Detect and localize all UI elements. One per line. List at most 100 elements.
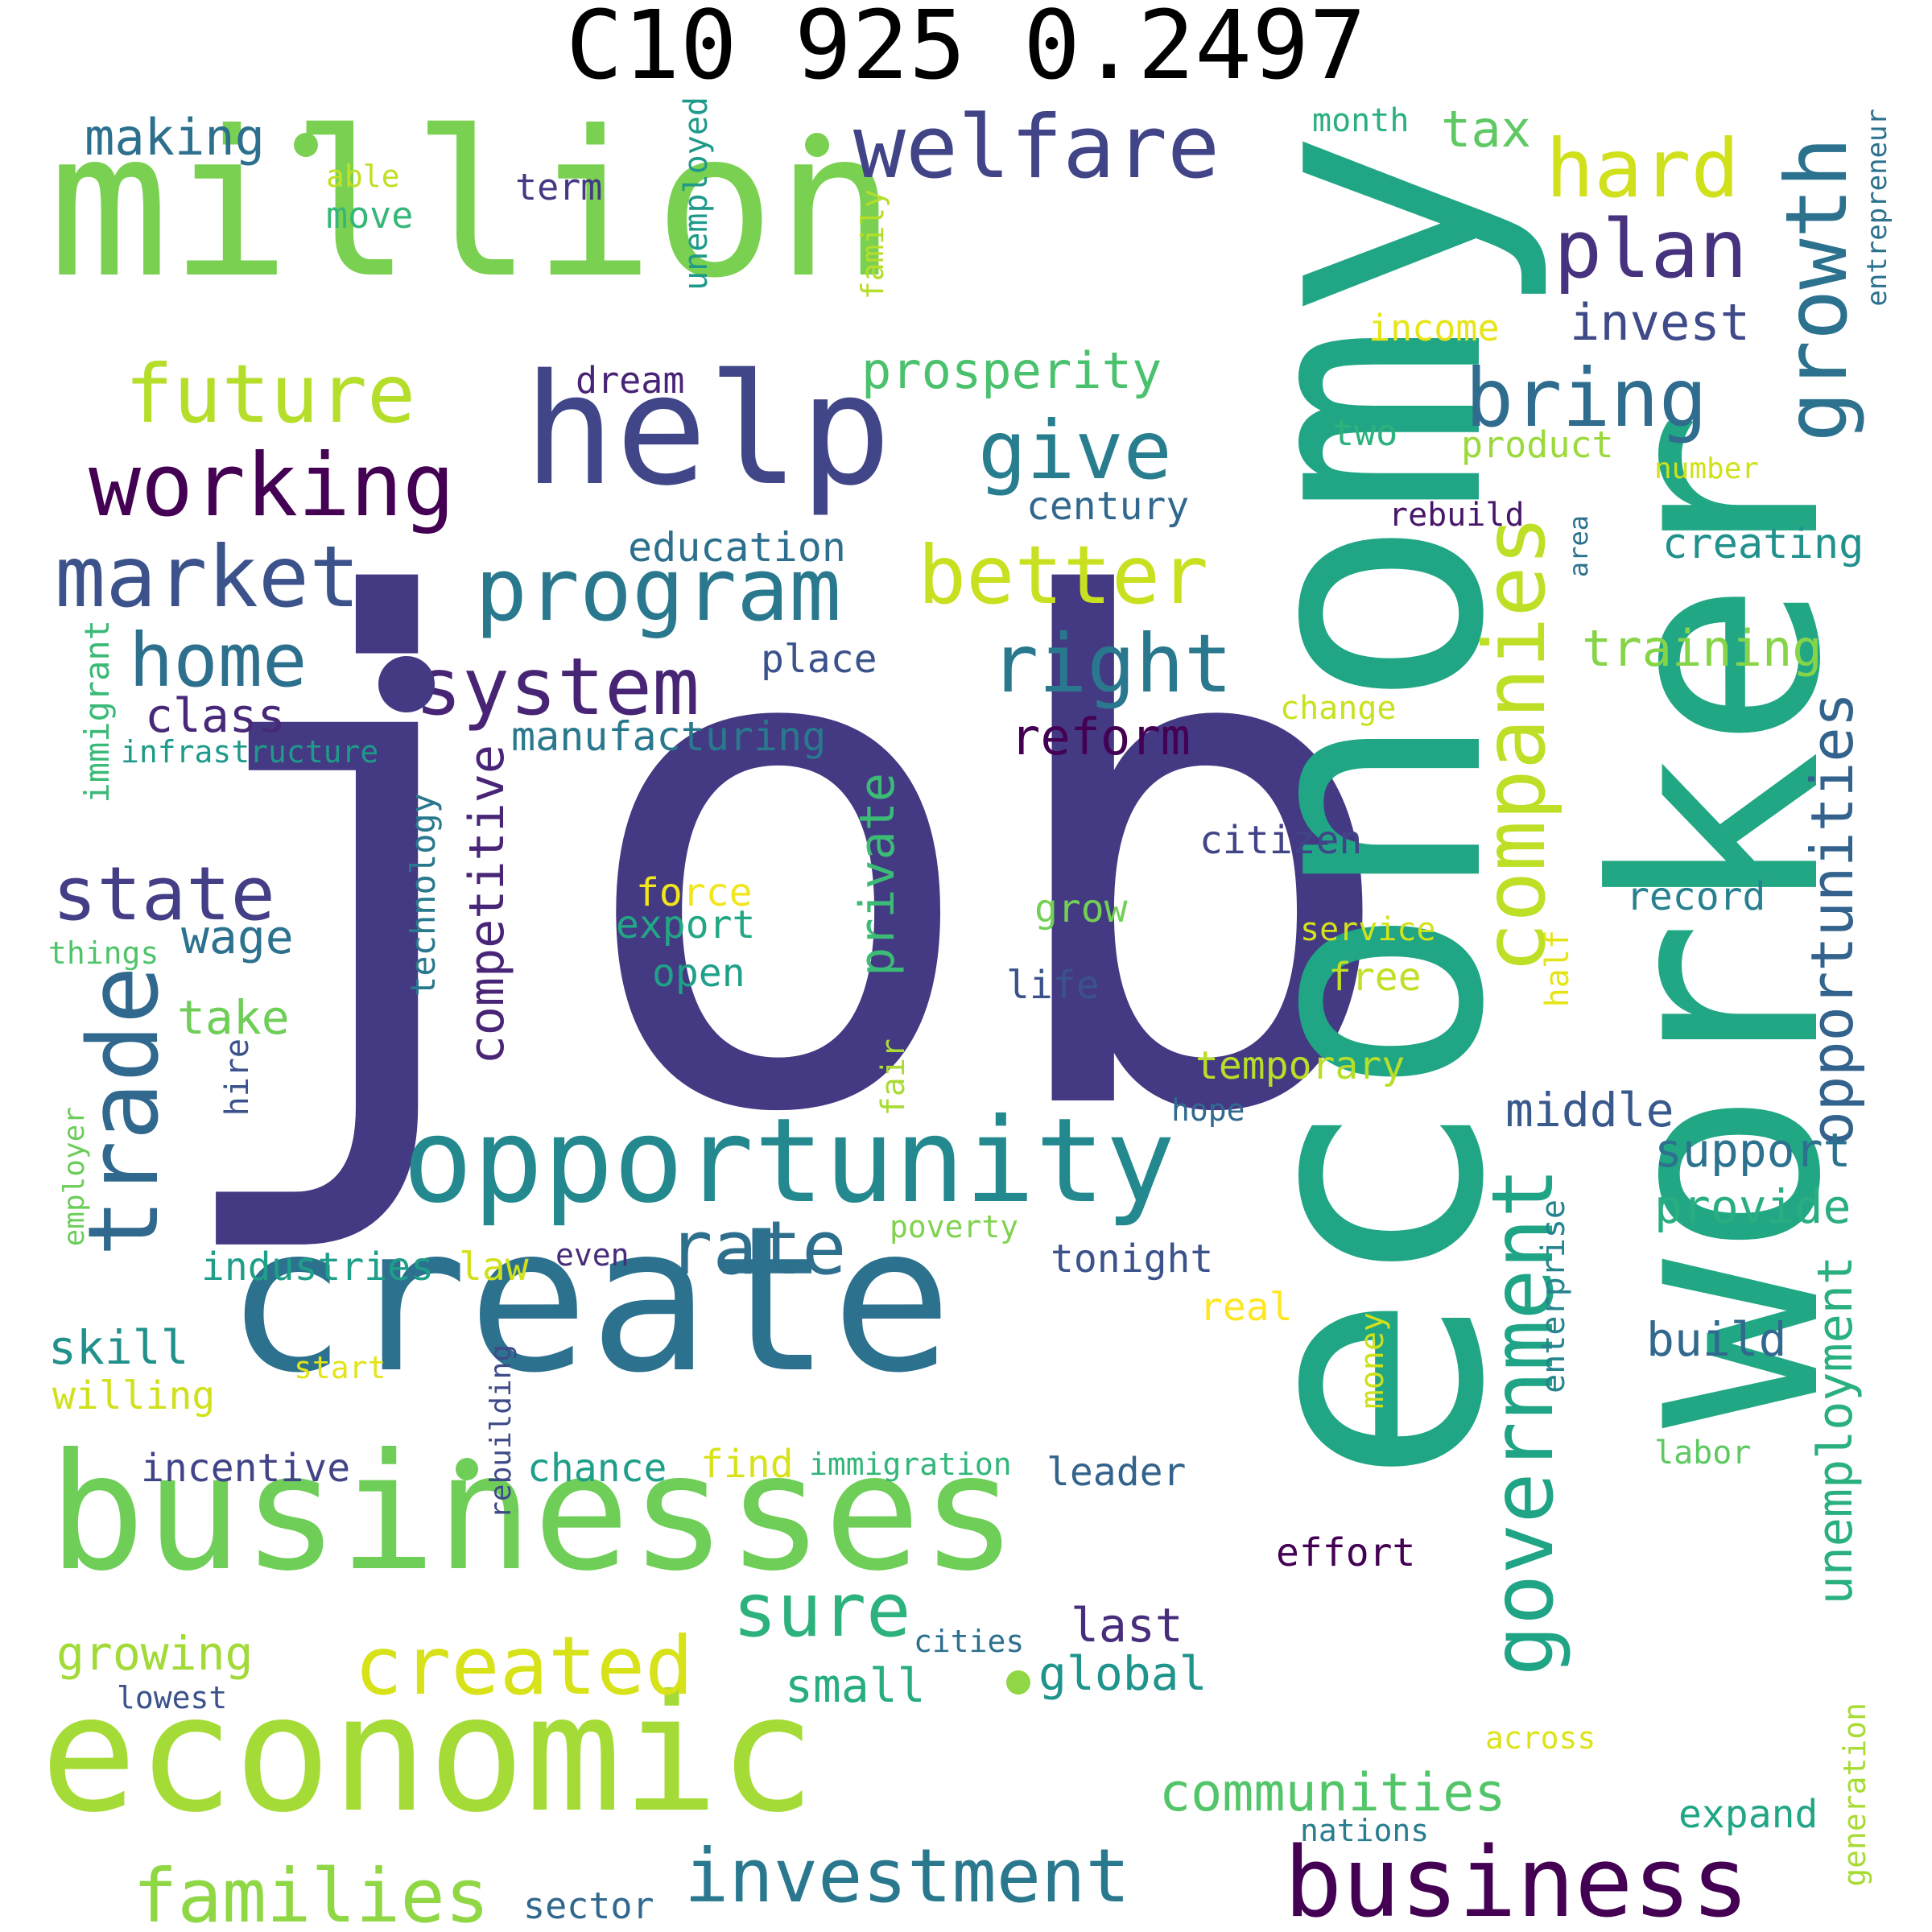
- cloud-word-technology: technology: [403, 793, 443, 997]
- cloud-word-rebuild: rebuild: [1389, 497, 1525, 534]
- cloud-word-free: free: [1328, 955, 1422, 1000]
- cloud-word-bring: bring: [1465, 351, 1708, 445]
- cloud-word-rate: rate: [668, 1205, 847, 1291]
- cloud-word-wage: wage: [181, 910, 294, 964]
- cloud-word-created: created: [354, 1619, 694, 1713]
- cloud-word-welfare: welfare: [853, 97, 1220, 198]
- cloud-word-last: last: [1071, 1598, 1183, 1653]
- cloud-word-century: century: [1026, 484, 1190, 529]
- cloud-word-communities: communities: [1159, 1763, 1506, 1823]
- cloud-word-industries: industries: [201, 1245, 434, 1290]
- cloud-word-program: program: [475, 540, 842, 641]
- cloud-word-money: money: [1354, 1312, 1391, 1410]
- cloud-word-hope: hope: [1171, 1092, 1245, 1128]
- cloud-word-immigrant: immigrant: [77, 620, 117, 803]
- cloud-word-competitive: competitive: [459, 745, 515, 1065]
- cloud-word-sure: sure: [733, 1567, 911, 1653]
- cloud-word-income: income: [1368, 307, 1500, 349]
- cloud-word-making: making: [85, 108, 265, 167]
- cloud-word-record: record: [1626, 874, 1766, 919]
- cloud-word-middle: middle: [1505, 1083, 1674, 1137]
- cloud-word-effort: effort: [1276, 1530, 1416, 1575]
- cloud-word-tonight: tonight: [1051, 1236, 1214, 1282]
- cloud-word-law: law: [459, 1245, 529, 1290]
- cloud-word-private: private: [849, 773, 906, 976]
- cloud-word-million: million: [48, 88, 897, 322]
- cloud-word-even: even: [555, 1237, 630, 1273]
- cloud-word-business: business: [1284, 1827, 1749, 1932]
- cloud-word-give: give: [978, 403, 1172, 497]
- cloud-word-enterprise: enterprise: [1535, 1199, 1572, 1393]
- cloud-word-unemployed: unemployed: [678, 97, 715, 291]
- cloud-word-labor: labor: [1654, 1435, 1752, 1472]
- cloud-word-number: number: [1654, 452, 1760, 485]
- cloud-word-fair: fair: [875, 1038, 912, 1117]
- cloud-word-employer: employer: [58, 1107, 91, 1247]
- cloud-word-small: small: [785, 1658, 926, 1713]
- cloud-word-across: across: [1485, 1720, 1596, 1756]
- cloud-word-poverty: poverty: [890, 1209, 1019, 1245]
- cloud-word-dream: dream: [576, 359, 685, 402]
- cloud-word-investment: investment: [684, 1833, 1130, 1919]
- cloud-word-immigration: immigration: [809, 1447, 1012, 1482]
- cloud-word-export: export: [616, 902, 756, 947]
- cloud-word-real: real: [1199, 1285, 1293, 1330]
- cloud-word-infrastructure: infrastructure: [121, 734, 379, 770]
- cloud-word-service: service: [1300, 911, 1436, 948]
- dot-mark: [456, 1458, 478, 1480]
- cloud-title: C10 925 0.2497: [565, 0, 1367, 101]
- cloud-word-better: better: [918, 528, 1209, 622]
- cloud-word-month: month: [1312, 102, 1410, 139]
- cloud-word-area: area: [1563, 515, 1594, 578]
- cloud-word-economic: economic: [40, 1661, 816, 1848]
- cloud-word-prosperity: prosperity: [861, 341, 1162, 400]
- cloud-word-create: create: [225, 1183, 953, 1417]
- dot-mark: [1006, 1670, 1030, 1695]
- cloud-word-temporary: temporary: [1195, 1043, 1406, 1088]
- cloud-word-term: term: [515, 166, 603, 208]
- cloud-word-hire: hire: [219, 1038, 256, 1117]
- cloud-word-skill: skill: [48, 1320, 189, 1375]
- cloud-word-hard: hard: [1546, 122, 1740, 216]
- cloud-word-leader: leader: [1046, 1450, 1187, 1495]
- cloud-word-family: family: [855, 189, 890, 300]
- cloud-word-market: market: [55, 528, 361, 626]
- cloud-word-life: life: [1006, 963, 1100, 1008]
- cloud-word-training: training: [1582, 619, 1823, 678]
- cloud-word-job: job: [153, 458, 1404, 1264]
- cloud-word-able: able: [326, 159, 400, 194]
- cloud-word-grow: grow: [1034, 886, 1128, 931]
- cloud-word-force: force: [636, 870, 753, 915]
- cloud-word-find: find: [700, 1442, 794, 1487]
- cloud-word-entrepreneur: entrepreneur: [1861, 109, 1893, 307]
- cloud-word-sector: sector: [523, 1885, 654, 1927]
- cloud-word-half: half: [1539, 930, 1576, 1008]
- cloud-word-future: future: [125, 347, 416, 441]
- cloud-word-expand: expand: [1678, 1792, 1818, 1837]
- cloud-word-opportunities: opportunities: [1798, 692, 1866, 1146]
- dot-mark: [805, 133, 829, 157]
- cloud-word-take: take: [177, 990, 290, 1045]
- dot-mark: [378, 656, 435, 712]
- cloud-word-help: help: [523, 341, 892, 519]
- cloud-word-product: product: [1461, 423, 1614, 466]
- cloud-word-generation: generation: [1837, 1703, 1872, 1887]
- dot-mark: [294, 133, 318, 157]
- cloud-word-place: place: [761, 637, 877, 682]
- cloud-word-tax: tax: [1441, 100, 1531, 159]
- cloud-word-businesses: businesses: [48, 1419, 1018, 1607]
- cloud-word-build: build: [1646, 1312, 1787, 1367]
- cloud-word-class: class: [145, 688, 286, 743]
- cloud-word-reform: reform: [1010, 708, 1191, 766]
- cloud-word-home: home: [129, 617, 308, 704]
- cloud-word-willing: willing: [52, 1373, 216, 1418]
- cloud-word-unemployment: unemployment: [1807, 1256, 1864, 1605]
- cloud-word-provide: provide: [1654, 1179, 1852, 1234]
- cloud-word-cities: cities: [914, 1624, 1025, 1659]
- cloud-word-trade: trade: [68, 966, 180, 1257]
- cloud-word-two: two: [1332, 411, 1398, 454]
- cloud-word-rebuilding: rebuilding: [485, 1344, 518, 1519]
- cloud-word-lowest: lowest: [117, 1680, 228, 1715]
- cloud-word-manufacturing: manufacturing: [511, 713, 827, 760]
